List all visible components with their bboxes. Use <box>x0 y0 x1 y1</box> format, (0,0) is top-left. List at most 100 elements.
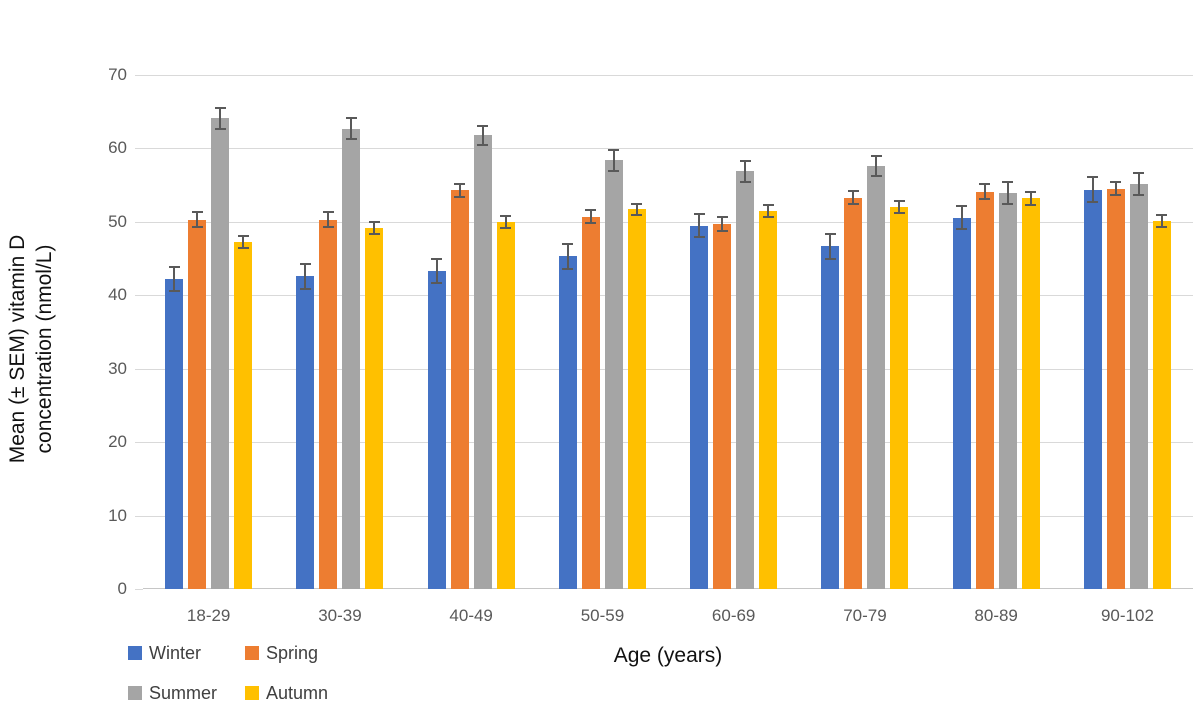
bar-autumn-90-102 <box>1152 221 1171 589</box>
bar-autumn-70-79 <box>890 207 909 589</box>
gridline-10 <box>143 515 1193 517</box>
plot-area <box>143 75 1193 589</box>
bar-autumn-40-49 <box>496 221 515 589</box>
error-bar-cap-bottom <box>322 226 334 228</box>
error-bar-cap-bottom <box>762 215 774 218</box>
error-bar-cap-bottom <box>191 226 203 228</box>
error-bar-cap-top <box>1133 171 1145 174</box>
bar-winter-40-49 <box>427 271 446 589</box>
legend: Winter Spring Summer Autumn <box>128 640 362 719</box>
error-bar-line <box>1091 177 1094 203</box>
gridline-60 <box>143 148 1193 150</box>
y-axis-title-line-2: concentration (nmol/L) <box>33 244 56 454</box>
error-bar-line <box>504 216 507 228</box>
error-bar-cap-bottom <box>299 287 311 290</box>
bar-spring-60-69 <box>713 224 732 589</box>
y-tick-label-20: 20 <box>108 432 127 452</box>
error-bar-cap-top <box>237 234 249 237</box>
legend-label-winter: Winter <box>149 642 202 663</box>
gridline-30 <box>143 368 1193 370</box>
bar-summer-80-89 <box>998 193 1017 589</box>
error-bar-cap-bottom <box>847 203 859 206</box>
error-bar-cap-top <box>893 200 905 203</box>
error-bar-line <box>373 221 376 234</box>
y-tick-mark-70 <box>135 75 143 76</box>
error-bar-cap-top <box>847 190 859 192</box>
bar-summer-70-79 <box>867 166 886 589</box>
error-bar-cap-top <box>608 148 620 151</box>
gridline-70 <box>143 75 1193 76</box>
error-bar-cap-top <box>824 232 836 235</box>
error-bar-line <box>829 233 832 259</box>
legend-swatch-winter-icon <box>128 646 142 660</box>
error-bar-cap-bottom <box>1025 204 1037 206</box>
error-bar-cap-bottom <box>345 137 357 140</box>
error-bar-cap-bottom <box>1087 201 1099 203</box>
bar-summer-50-59 <box>604 160 623 589</box>
bar-winter-18-29 <box>165 279 184 589</box>
error-bar-cap-bottom <box>1133 193 1145 196</box>
y-tick-mark-60 <box>135 148 143 150</box>
bar-winter-90-102 <box>1083 189 1102 589</box>
bar-summer-90-102 <box>1129 183 1148 589</box>
bar-summer-40-49 <box>473 135 492 589</box>
error-bar-line <box>983 184 986 200</box>
error-bar-line <box>304 263 307 289</box>
error-bar-cap-top <box>631 203 643 206</box>
error-bar-cap-top <box>368 220 380 223</box>
y-tick-label-70: 70 <box>108 65 127 84</box>
error-bar-line <box>721 216 724 232</box>
legend-item-autumn: Autumn <box>245 683 362 704</box>
error-bar-line <box>635 204 638 215</box>
gridline-20 <box>143 442 1193 444</box>
legend-label-autumn: Autumn <box>266 682 329 703</box>
bar-autumn-18-29 <box>234 241 253 589</box>
error-bar-cap-bottom <box>477 143 489 146</box>
bar-winter-30-39 <box>296 276 315 589</box>
legend-item-summer: Summer <box>128 683 245 704</box>
legend-item-winter: Winter <box>128 643 245 664</box>
error-bar-line <box>219 108 222 129</box>
legend-swatch-autumn-icon <box>245 686 259 700</box>
error-bar-cap-top <box>345 117 357 120</box>
error-bar-cap-bottom <box>893 212 905 214</box>
error-bar-cap-top <box>739 159 751 162</box>
bar-spring-80-89 <box>975 191 994 589</box>
error-bar-cap-top <box>1156 214 1168 217</box>
bar-autumn-80-89 <box>1021 198 1040 589</box>
error-bar-cap-bottom <box>454 195 466 198</box>
error-bar-cap-bottom <box>368 232 380 235</box>
y-axis-title: Mean (± SEM) vitamin D concentration (nm… <box>4 99 60 599</box>
error-bar-cap-bottom <box>608 169 620 172</box>
legend-swatch-summer-icon <box>128 686 142 700</box>
error-bar-line <box>435 259 438 283</box>
error-bar-cap-top <box>500 215 512 217</box>
bar-winter-50-59 <box>558 256 577 589</box>
bar-summer-30-39 <box>342 128 361 589</box>
x-category-label-40-49: 40-49 <box>449 606 493 625</box>
error-bar-cap-top <box>191 211 203 214</box>
bar-winter-80-89 <box>952 217 971 589</box>
error-bar-line <box>612 149 615 171</box>
error-bar-line <box>481 125 484 145</box>
error-bar-cap-top <box>1087 176 1099 179</box>
legend-label-summer: Summer <box>149 682 218 703</box>
error-bar-cap-top <box>477 124 489 127</box>
error-bar-cap-top <box>562 242 574 245</box>
error-bar-line <box>196 212 199 227</box>
error-bar-cap-bottom <box>979 198 991 201</box>
error-bar-line <box>1114 182 1117 196</box>
error-bar-cap-bottom <box>214 127 226 130</box>
error-bar-line <box>1006 182 1009 205</box>
error-bar-cap-bottom <box>1110 194 1122 197</box>
x-category-label-50-59: 50-59 <box>580 606 625 625</box>
bar-winter-60-69 <box>690 225 709 589</box>
error-bar-cap-top <box>762 204 774 206</box>
error-bar-cap-top <box>1002 181 1014 184</box>
error-bar-cap-bottom <box>1002 203 1014 206</box>
error-bar-line <box>1160 215 1163 227</box>
error-bar-cap-bottom <box>1156 226 1168 228</box>
error-bar-cap-bottom <box>237 246 249 249</box>
error-bar-cap-top <box>1110 181 1122 184</box>
